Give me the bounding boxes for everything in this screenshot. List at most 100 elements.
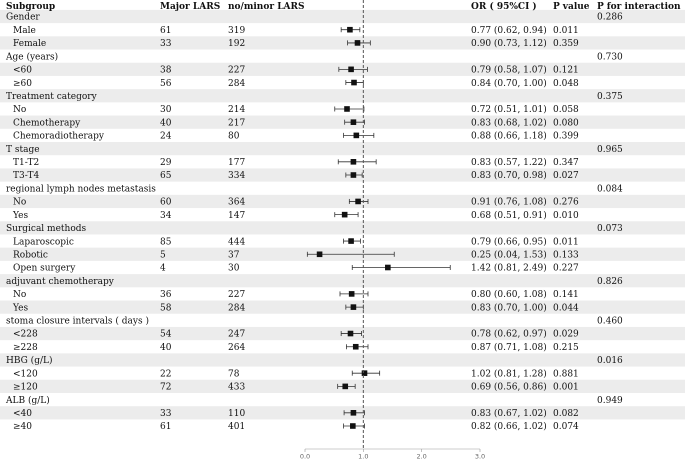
x-tick-label: 1.0 (358, 453, 368, 460)
or-ci-text: 0.80 (0.60, 1.08) (471, 289, 547, 300)
or-ci-text: 0.78 (0.62, 0.97) (471, 329, 547, 340)
subgroup-label: <40 (13, 409, 32, 419)
point-estimate (350, 410, 357, 416)
major-lars-count: 34 (160, 211, 172, 221)
header-or-ci: OR ( 95%CI ) (471, 1, 537, 12)
point-estimate (348, 238, 354, 244)
row-stripe (0, 115, 685, 129)
group-label: Treatment category (6, 92, 98, 102)
or-ci-text: 0.79 (0.66, 0.95) (471, 236, 547, 247)
point-estimate (354, 40, 361, 46)
row-stripe (0, 274, 685, 288)
column-headers: Subgroup Major LARS no/minor LARS OR ( 9… (6, 1, 681, 12)
group-row: T stage 0.965 (6, 145, 623, 155)
subgroup-label: No (13, 105, 26, 115)
group-label: regional lymph nodes metastasis (6, 184, 156, 194)
minor-lars-count: 37 (228, 250, 240, 260)
group-label: Gender (6, 13, 40, 23)
p-value: 0.027 (553, 171, 579, 181)
subgroup-label: No (13, 290, 26, 300)
or-ci-text: 0.82 (0.66, 1.02) (471, 421, 547, 432)
subgroup-row: Yes 34 147 0.68 (0.51, 0.91) 0.010 (12, 210, 579, 221)
minor-lars-count: 227 (228, 290, 245, 300)
major-lars-count: 61 (160, 26, 171, 36)
major-lars-count: 33 (160, 409, 172, 419)
subgroup-row: No 60 364 0.91 (0.76, 1.08) 0.276 (13, 197, 579, 208)
minor-lars-count: 110 (228, 409, 245, 419)
subgroup-row: <60 38 227 0.79 (0.58, 1.07) 0.121 (13, 65, 579, 76)
point-estimate (361, 370, 368, 376)
minor-lars-count: 364 (228, 198, 245, 208)
minor-lars-count: 80 (228, 132, 240, 142)
subgroup-label: ≥120 (13, 383, 38, 393)
group-label: ALB (g/L) (5, 395, 50, 406)
subgroup-row: Open surgery 4 30 1.42 (0.81, 2.49) 0.227 (13, 263, 579, 274)
or-ci-text: 0.87 (0.71, 1.08) (471, 342, 547, 353)
point-estimate (347, 26, 353, 33)
p-value: 0.011 (553, 237, 579, 247)
or-ci-text: 0.68 (0.51, 0.91) (471, 210, 547, 221)
major-lars-count: 30 (160, 105, 172, 115)
subgroup-row: Chemotherapy 40 217 0.83 (0.68, 1.02) 0.080 (13, 117, 579, 128)
header-pint-word: for interaction (607, 2, 681, 12)
subgroup-row: ≥228 40 264 0.87 (0.71, 1.08) 0.215 (13, 342, 579, 353)
row-stripe (0, 89, 685, 103)
p-value: 0.133 (553, 250, 579, 260)
subgroup-row: <40 33 110 0.83 (0.67, 1.02) 0.082 (13, 408, 579, 419)
p-interaction: 0.084 (597, 184, 623, 194)
p-interaction: 0.073 (597, 224, 623, 234)
major-lars-count: 24 (160, 132, 172, 142)
point-estimate (352, 343, 359, 350)
subgroup-row: No 36 227 0.80 (0.60, 1.08) 0.141 (13, 289, 579, 300)
p-value: 0.121 (553, 66, 579, 76)
or-ci-text: 0.77 (0.62, 0.94) (471, 25, 547, 36)
p-value: 0.048 (553, 79, 579, 89)
minor-lars-count: 177 (228, 158, 245, 168)
or-ci-text: 0.69 (0.56, 0.86) (471, 382, 547, 393)
group-row: Age (years) 0.730 (5, 51, 623, 62)
p-interaction: 0.730 (597, 52, 623, 62)
point-estimate (351, 79, 357, 86)
subgroup-row: Female 33 192 0.90 (0.73, 1.12) 0.359 (13, 38, 579, 49)
subgroup-label: <120 (13, 369, 38, 379)
minor-lars-count: 284 (228, 79, 245, 89)
x-tick-label: 3.0 (475, 453, 485, 460)
subgroup-label: Robotic (13, 250, 48, 260)
p-value: 0.074 (553, 422, 579, 432)
subgroup-row: T1-T2 29 177 0.83 (0.57, 1.22) 0.347 (13, 157, 579, 168)
minor-lars-count: 192 (228, 39, 245, 49)
or-ci-text: 0.84 (0.70, 1.00) (471, 78, 547, 89)
subgroup-row: <228 54 247 0.78 (0.62, 0.97) 0.029 (13, 329, 579, 340)
subgroup-label: Chemotherapy (13, 118, 81, 128)
or-ci-text: 0.90 (0.73, 1.12) (471, 38, 547, 49)
major-lars-count: 40 (160, 118, 172, 128)
header-subgroup: Subgroup (6, 2, 55, 12)
group-label: stoma closure intervals ( days ) (6, 316, 149, 327)
major-lars-count: 61 (160, 422, 171, 432)
point-estimate (344, 106, 350, 112)
group-row: regional lymph nodes metastasis 0.084 (6, 184, 623, 194)
major-lars-count: 36 (160, 290, 172, 300)
minor-lars-count: 217 (228, 118, 245, 128)
or-ci-text: 0.83 (0.70, 1.00) (471, 302, 547, 313)
p-interaction: 0.016 (597, 356, 623, 366)
or-ci-text: 0.83 (0.67, 1.02) (471, 408, 547, 419)
subgroup-label: Yes (12, 303, 28, 313)
or-ci-text: 0.83 (0.57, 1.22) (471, 157, 547, 168)
minor-lars-count: 319 (228, 26, 245, 36)
point-estimate (348, 291, 355, 297)
point-estimate (350, 304, 357, 310)
minor-lars-count: 227 (228, 66, 245, 76)
minor-lars-count: 30 (228, 264, 240, 274)
p-interaction: 0.949 (597, 396, 623, 406)
group-label: Surgical methods (6, 224, 87, 234)
group-row: stoma closure intervals ( days ) 0.460 (6, 316, 623, 327)
subgroup-row: ≥120 72 433 0.69 (0.56, 0.86) 0.001 (13, 382, 579, 393)
subgroup-label: T1-T2 (13, 158, 39, 168)
p-value: 0.082 (553, 409, 579, 419)
point-estimate (350, 423, 356, 429)
subgroup-label: Laparoscopic (13, 237, 74, 247)
